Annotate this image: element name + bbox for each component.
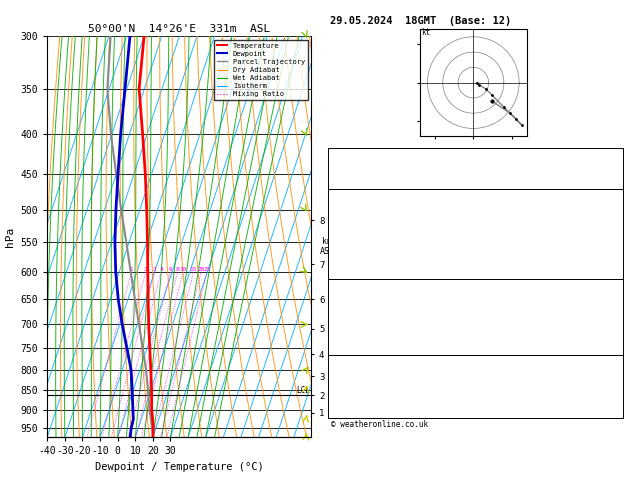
Text: LCL: LCL (297, 385, 311, 395)
Text: 314: 314 (603, 227, 619, 236)
Text: 20: 20 (198, 267, 205, 272)
Text: 2: 2 (614, 316, 619, 326)
Text: 0: 0 (614, 268, 619, 277)
Text: 4: 4 (159, 267, 163, 272)
Text: Lifted Index: Lifted Index (333, 241, 396, 249)
Text: 45: 45 (608, 164, 619, 173)
Text: © weatheronline.co.uk: © weatheronline.co.uk (331, 420, 428, 429)
Text: 6: 6 (614, 406, 619, 416)
Text: 1: 1 (130, 267, 133, 272)
Text: CAPE (J): CAPE (J) (333, 330, 376, 339)
Text: θₑ(K): θₑ(K) (333, 227, 360, 236)
Text: Pressure (mb): Pressure (mb) (333, 289, 402, 298)
Text: CIN (J): CIN (J) (333, 268, 370, 277)
Text: Most Unstable: Most Unstable (442, 279, 509, 288)
Y-axis label: km
ASL: km ASL (320, 237, 335, 256)
Text: K: K (333, 151, 338, 159)
Text: 10: 10 (179, 267, 187, 272)
Legend: Temperature, Dewpoint, Parcel Trajectory, Dry Adiabat, Wet Adiabat, Isotherm, Mi: Temperature, Dewpoint, Parcel Trajectory… (214, 40, 308, 100)
Text: 11: 11 (608, 330, 619, 339)
Text: 2: 2 (614, 365, 619, 375)
Text: CAPE (J): CAPE (J) (333, 254, 376, 263)
Text: θₑ (K): θₑ (K) (333, 303, 365, 312)
Text: 0: 0 (614, 344, 619, 353)
Text: Surface: Surface (457, 190, 494, 198)
Text: Totals Totals: Totals Totals (333, 164, 402, 173)
Text: 3: 3 (153, 267, 157, 272)
Text: 7.1: 7.1 (603, 213, 619, 222)
Text: 11: 11 (608, 254, 619, 263)
X-axis label: Dewpoint / Temperature (°C): Dewpoint / Temperature (°C) (95, 462, 264, 472)
Text: CIN (J): CIN (J) (333, 344, 370, 353)
Text: SREH: SREH (333, 379, 354, 388)
Text: Dewp (°C): Dewp (°C) (333, 213, 381, 222)
Text: 2: 2 (614, 241, 619, 249)
Text: 29.05.2024  18GMT  (Base: 12): 29.05.2024 18GMT (Base: 12) (330, 16, 511, 26)
Text: Lifted Index: Lifted Index (333, 316, 396, 326)
Text: 24: 24 (608, 151, 619, 159)
Text: StmDir: StmDir (333, 393, 365, 402)
Text: EH: EH (333, 365, 344, 375)
Text: 15: 15 (190, 267, 198, 272)
Text: 2.03: 2.03 (598, 178, 619, 187)
Text: 2: 2 (614, 379, 619, 388)
Text: 8: 8 (175, 267, 179, 272)
Text: Hodograph: Hodograph (452, 355, 499, 364)
Text: 976: 976 (603, 289, 619, 298)
Text: PW (cm): PW (cm) (333, 178, 370, 187)
Title: 50°00'N  14°26'E  331m  ASL: 50°00'N 14°26'E 331m ASL (88, 24, 270, 35)
Text: 25: 25 (203, 267, 211, 272)
Y-axis label: hPa: hPa (5, 227, 15, 247)
Text: StmSpd (kt): StmSpd (kt) (333, 406, 391, 416)
Text: 314: 314 (603, 303, 619, 312)
Text: 20.1: 20.1 (598, 200, 619, 208)
Text: 6: 6 (169, 267, 172, 272)
Text: kt: kt (421, 28, 431, 37)
Text: Temp (°C): Temp (°C) (333, 200, 381, 208)
Text: 2: 2 (144, 267, 148, 272)
Text: 273°: 273° (598, 393, 619, 402)
